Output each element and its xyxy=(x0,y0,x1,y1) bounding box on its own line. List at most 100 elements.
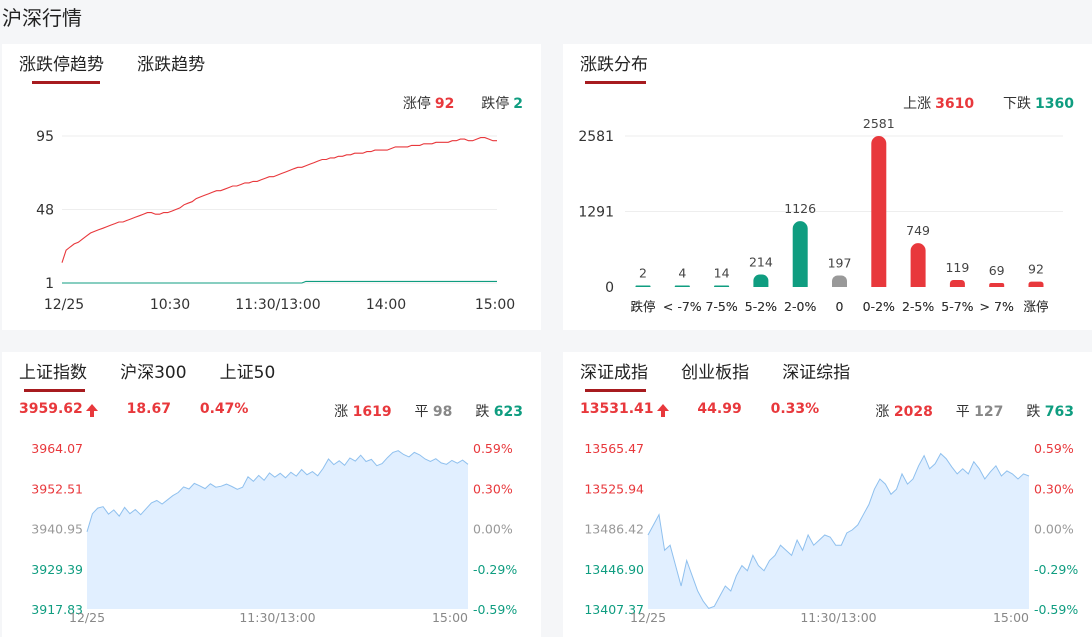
x-tick-label: 15:00 xyxy=(432,610,468,625)
sh-flat-label: 平 xyxy=(414,404,429,420)
limit-trend-chart: 1 48 95 12/25 10:30 11:30/13:00 14:00 15:00 xyxy=(36,129,515,313)
pct-tick-label: 0.30% xyxy=(1034,481,1074,496)
x-tick-label: 2-0% xyxy=(784,299,816,314)
x-tick-label: 7-5% xyxy=(705,299,737,314)
sz-up-value: 2028 xyxy=(893,404,933,420)
x-tick-label: 7-5% xyxy=(705,299,737,314)
sh-down-value: 623 xyxy=(493,404,523,420)
down-count-value: 1360 xyxy=(1035,96,1074,112)
limit-trend-panel: 涨跌停趋势 涨跌趋势 涨停 92 跌停 2 1 48 95 12/25 10:30 11:30… xyxy=(2,44,541,330)
distribution-panel: 涨跌分布 上涨 3610 下跌 1360 0 1291 2581 2 跌停 4 < -7% 14 7… xyxy=(563,44,1092,330)
sh-index-panel: 上证指数 沪深300 上证50 3959.62 18.67 0.47% 涨 16… xyxy=(2,352,541,637)
sz-down-label: 跌 xyxy=(1026,404,1041,420)
sz-price: 13531.41 xyxy=(580,401,654,417)
tab-sz-component[interactable]: 深证成指 xyxy=(580,363,648,392)
x-tick-label: 5-7% xyxy=(941,299,973,314)
x-tick-label: 跌停 xyxy=(630,299,655,314)
pct-tick-label: 0.00% xyxy=(1034,522,1074,537)
x-tick-label: 2-5% xyxy=(902,299,934,314)
x-tick-label: 0 xyxy=(836,299,844,314)
sz-index-tabs: 深证成指 创业板指 深证综指 xyxy=(580,362,878,392)
x-tick-label: < -7% xyxy=(663,299,702,314)
sz-change-pct: 0.33% xyxy=(770,401,820,417)
y-tick-label: 3929.39 xyxy=(31,562,83,577)
index-line xyxy=(86,450,469,532)
y-tick-label: 1 xyxy=(45,276,54,292)
x-tick-label: < -7% xyxy=(663,299,702,314)
pct-tick-label: 0.00% xyxy=(473,522,513,537)
pct-tick-label: 0.59% xyxy=(1034,441,1074,456)
tab-chinext[interactable]: 创业板指 xyxy=(681,363,750,383)
x-tick-label: 11:30/13:00 xyxy=(239,610,315,625)
bar-value-label: 92 xyxy=(1028,262,1044,277)
sz-index-panel: 深证成指 创业板指 深证综指 13531.41 44.99 0.33% 涨 20… xyxy=(563,352,1092,637)
limit-trend-tabs: 涨跌停趋势 涨跌趋势 xyxy=(19,54,233,84)
distribution-stats: 上涨 3610 下跌 1360 xyxy=(899,93,1074,113)
tab-limit-trend[interactable]: 涨跌停趋势 xyxy=(19,55,104,84)
sh-breadth: 涨 1619 平 98 跌 623 xyxy=(334,401,523,421)
tab-sh-composite[interactable]: 上证指数 xyxy=(19,363,87,392)
tab-distribution[interactable]: 涨跌分布 xyxy=(580,55,648,84)
x-tick-label: 12/25 xyxy=(69,610,105,625)
sh-down-label: 跌 xyxy=(475,404,490,420)
sh-quote: 3959.62 18.67 0.47% xyxy=(19,401,248,417)
y-tick-label: 0 xyxy=(605,280,614,296)
limit-up-value: 92 xyxy=(434,96,455,112)
tab-csi300[interactable]: 沪深300 xyxy=(120,363,187,383)
index-area xyxy=(87,450,468,609)
index-area xyxy=(648,453,1029,609)
arrow-up-icon xyxy=(656,404,669,417)
page-title: 沪深行情 xyxy=(2,6,82,30)
limit-stats: 涨停 92 跌停 2 xyxy=(399,93,523,113)
up-count-label: 上涨 xyxy=(903,96,932,112)
sz-up-label: 涨 xyxy=(875,404,890,420)
distribution-bar xyxy=(910,243,926,295)
x-tick-label: 涨停 xyxy=(1023,299,1048,314)
sz-flat-value: 127 xyxy=(974,404,1004,420)
bar-value-label: 749 xyxy=(906,223,930,238)
y-tick-label: 13407.37 xyxy=(584,602,644,617)
pct-tick-label: -0.29% xyxy=(1034,562,1078,577)
y-tick-label: 13565.47 xyxy=(584,441,644,456)
pct-tick-label: -0.59% xyxy=(473,602,517,617)
distribution-bar xyxy=(871,136,887,295)
tab-rise-fall-trend[interactable]: 涨跌趋势 xyxy=(137,55,206,75)
x-tick-label: > 7% xyxy=(980,299,1014,314)
y-tick-label: 1291 xyxy=(578,204,614,220)
x-tick-label: 12/25 xyxy=(44,297,84,313)
distribution-bar xyxy=(792,221,808,295)
y-tick-label: 13525.94 xyxy=(584,481,644,496)
sz-breadth: 涨 2028 平 127 跌 763 xyxy=(875,401,1074,421)
tab-sse50[interactable]: 上证50 xyxy=(219,363,276,383)
y-tick-label: 13446.90 xyxy=(584,562,644,577)
tab-sz-composite[interactable]: 深证综指 xyxy=(782,363,851,383)
x-tick-label: 跌停 xyxy=(630,299,655,314)
bar-value-label: 69 xyxy=(989,263,1005,278)
sh-change: 18.67 xyxy=(126,401,171,417)
bar-baseline-mask xyxy=(623,287,1068,299)
y-tick-label: 3917.83 xyxy=(31,602,83,617)
bar-value-label: 14 xyxy=(714,266,730,281)
bar-value-label: 2581 xyxy=(863,116,895,131)
sz-change: 44.99 xyxy=(697,401,742,417)
y-tick-label: 3964.07 xyxy=(31,441,83,456)
pct-tick-label: -0.59% xyxy=(1034,602,1078,617)
sz-index-chart: 13565.47 0.59% 13525.94 0.30% 13486.42 0.00% 1… xyxy=(584,441,1078,625)
x-tick-label: > 7% xyxy=(980,299,1014,314)
sz-flat-label: 平 xyxy=(955,404,970,420)
y-tick-label: 3952.51 xyxy=(31,481,83,496)
sh-flat-value: 98 xyxy=(432,404,453,420)
x-tick-label: 12/25 xyxy=(630,610,666,625)
down-count-label: 下跌 xyxy=(1003,96,1032,112)
x-tick-label: 0 xyxy=(836,299,844,314)
sh-up-label: 涨 xyxy=(334,404,349,420)
x-tick-label: 11:30/13:00 xyxy=(235,297,320,313)
x-tick-label: 2-0% xyxy=(784,299,816,314)
x-tick-label: 5-7% xyxy=(941,299,973,314)
x-tick-label: 15:00 xyxy=(475,297,515,313)
y-tick-label: 3940.95 xyxy=(31,522,83,537)
limit-up-label: 涨停 xyxy=(402,96,431,112)
bar-value-label: 119 xyxy=(945,260,969,275)
bar-value-label: 1126 xyxy=(784,201,816,216)
x-tick-label: 0-2% xyxy=(863,299,895,314)
